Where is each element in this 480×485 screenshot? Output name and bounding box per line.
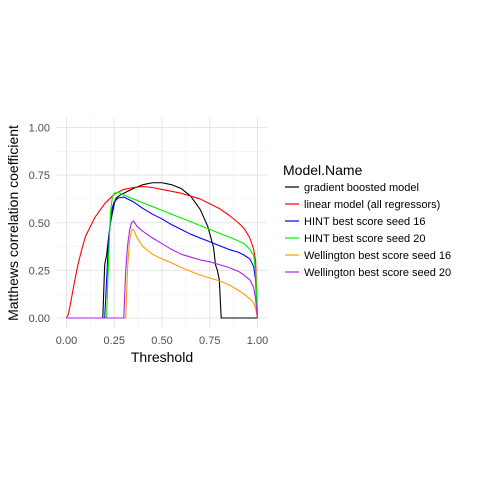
- legend-label-3: HINT best score seed 20: [304, 233, 425, 245]
- x-tick-label: 0.00: [56, 335, 77, 347]
- series-line-5: [66, 220, 259, 319]
- legend-label-2: HINT best score seed 16: [304, 216, 425, 228]
- legend: Model.Name gradient boosted model linear …: [283, 162, 451, 279]
- y-tick-label: 1.00: [29, 123, 50, 135]
- y-tick-label: 0.75: [29, 170, 50, 182]
- x-axis-title: Threshold: [131, 349, 193, 365]
- series-line-4: [66, 228, 259, 319]
- series-line-1: [66, 186, 259, 319]
- x-tick-label: 0.75: [199, 335, 220, 347]
- x-tick-label: 1.00: [247, 335, 268, 347]
- legend-label-0: gradient boosted model: [304, 182, 419, 194]
- series-line-2: [66, 196, 259, 319]
- y-axis-title: Matthews correlation coefficient: [5, 125, 21, 321]
- legend-label-5: Wellington best score seed 20: [304, 267, 451, 279]
- series-lines: [66, 182, 259, 319]
- legend-label-4: Wellington best score seed 16: [304, 250, 451, 262]
- series-line-3: [66, 191, 259, 319]
- x-tick-label: 0.25: [104, 335, 125, 347]
- x-tick-label: 0.50: [151, 335, 172, 347]
- y-tick-label: 0.50: [29, 218, 50, 230]
- axes: Threshold Matthews correlation coefficie…: [5, 123, 268, 366]
- grid: [57, 118, 267, 328]
- legend-label-1: linear model (all regressors): [304, 199, 440, 211]
- legend-title: Model.Name: [283, 162, 363, 178]
- y-tick-label: 0.25: [29, 265, 50, 277]
- y-tick-label: 0.00: [29, 313, 50, 325]
